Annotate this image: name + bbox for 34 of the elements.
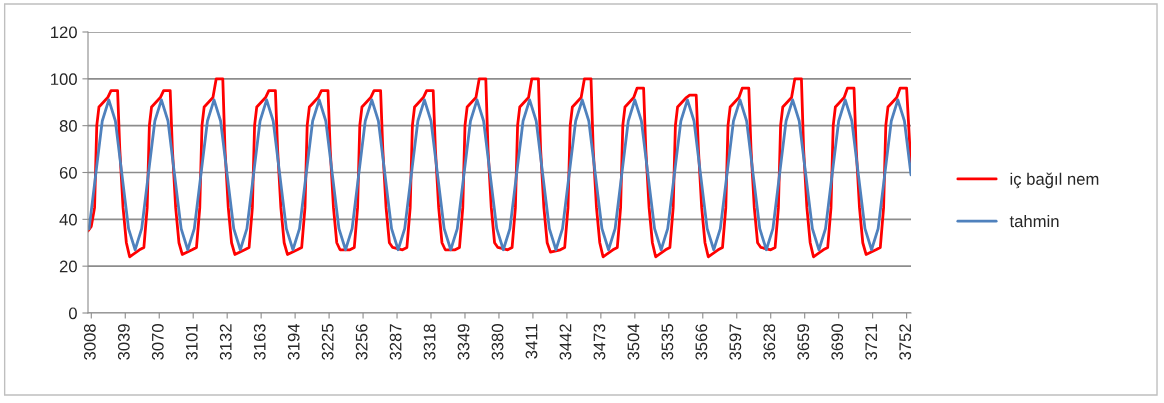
x-tick-label: 3132 [219,324,232,360]
y-tick-label: 60 [59,166,77,179]
x-tick-label: 3008 [83,324,96,360]
x-tick-label: 3256 [355,324,368,360]
x-tick-label: 3752 [899,324,912,360]
x-tick-label: 3628 [763,324,776,360]
x-tick-label: 3721 [865,324,878,360]
x-tick-label: 3380 [491,324,504,360]
y-tick-label: 100 [51,73,77,86]
x-tick-label: 3163 [253,324,266,360]
x-tick-label: 3287 [389,324,402,360]
legend-label: tahmin [1009,214,1059,228]
y-tick-label: 0 [68,307,77,320]
x-tick-label: 3194 [287,323,300,360]
x-tick-label: 3504 [627,323,640,360]
x-tick-label: 3442 [559,324,572,360]
x-tick-label: 3411 [525,324,538,359]
y-tick-label: 80 [59,120,77,132]
y-tick-label: 120 [51,26,77,39]
y-tick-label: 20 [59,260,77,273]
x-tick-label: 3039 [117,324,130,360]
x-tick-label: 3566 [695,324,708,360]
y-tick-label: 40 [59,213,77,226]
x-tick-label: 3597 [729,324,742,360]
x-tick-label: 3473 [593,324,606,360]
x-tick-label: 3070 [151,324,164,360]
x-tick-label: 3690 [831,324,844,360]
legend-label: iç bağıl nem [1010,172,1099,189]
x-tick-label: 3535 [661,324,674,360]
x-tick-label: 3659 [797,324,810,360]
x-tick-label: 3349 [457,324,470,360]
x-tick-label: 3318 [423,324,436,360]
x-tick-label: 3225 [321,324,334,360]
x-tick-label: 3101 [185,324,198,360]
